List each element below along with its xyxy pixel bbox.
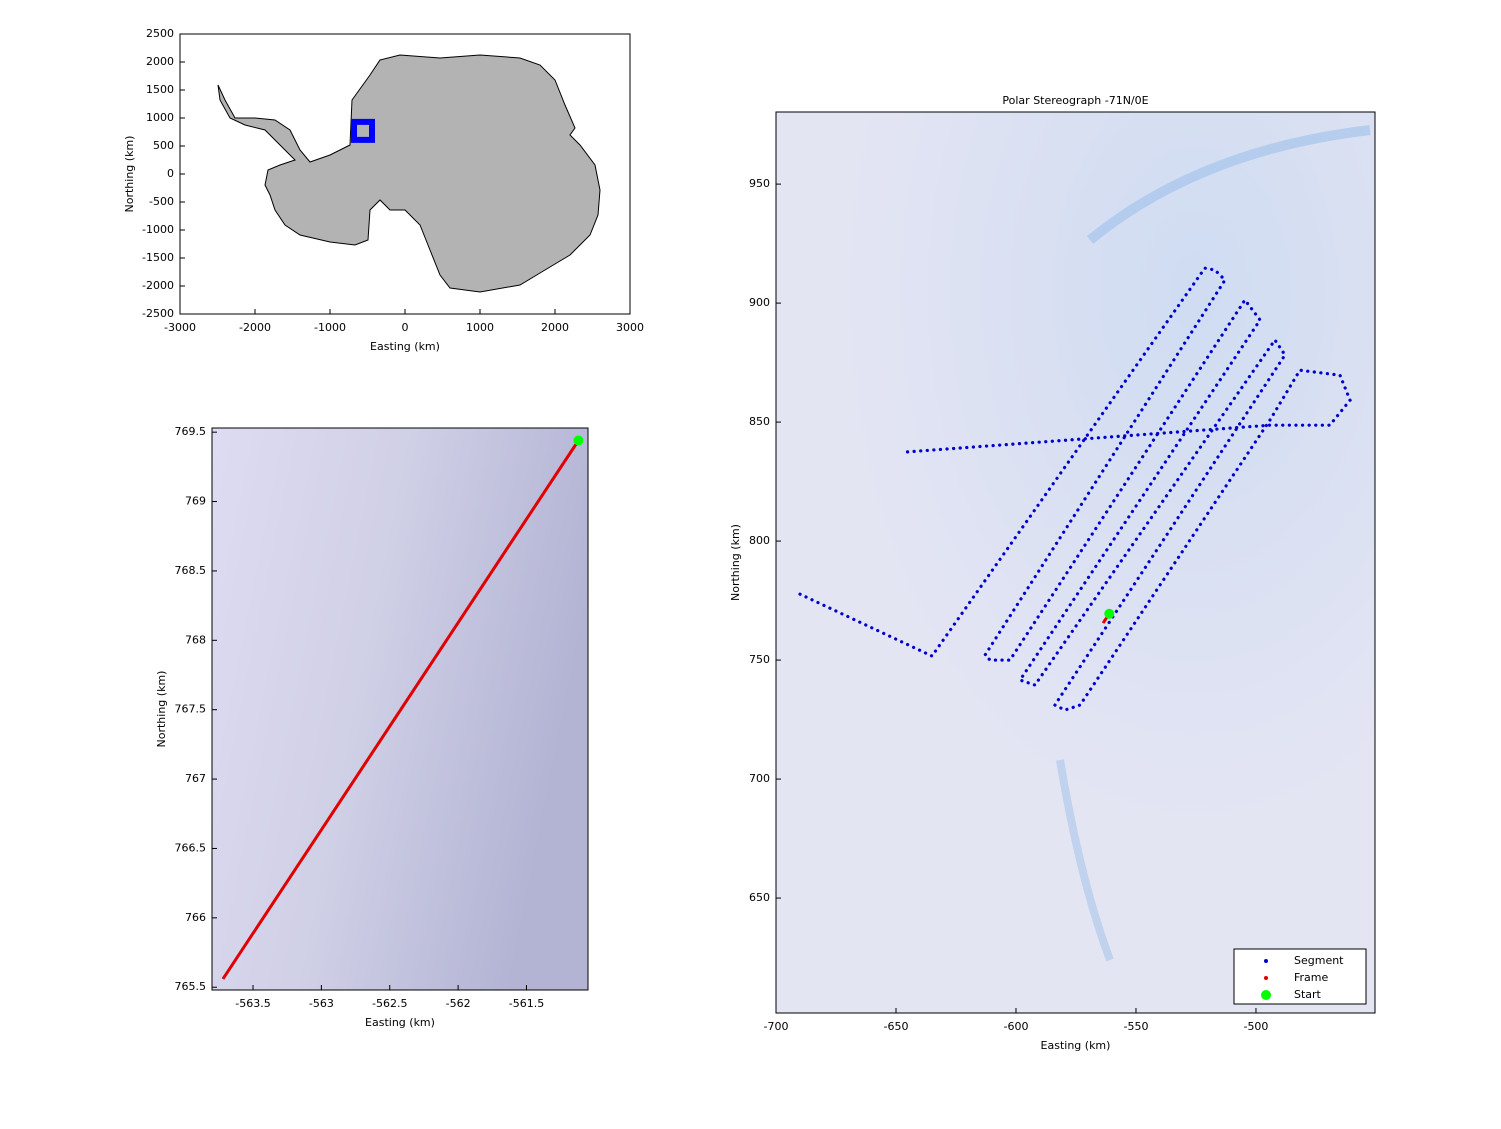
y-tick-label: -1500	[142, 251, 174, 264]
legend: Segment Frame Start	[1233, 948, 1367, 1005]
y-tick-label: 750	[749, 653, 770, 666]
y-tick-label: 2000	[146, 55, 174, 68]
ice-streak	[1056, 759, 1114, 962]
y-tick-label: 0	[167, 167, 174, 180]
y-tick-label: 800	[749, 534, 770, 547]
x-axis-label: Easting (km)	[365, 1016, 435, 1029]
y-axis-label: Northing (km)	[155, 671, 168, 748]
x-tick-label: 3000	[616, 321, 644, 334]
x-tick-label: -561.5	[509, 997, 544, 1010]
x-tick-label: -600	[1003, 1020, 1028, 1033]
segment-line	[221, 439, 580, 980]
x-tick-label: -563	[309, 997, 334, 1010]
y-tick-label: 769	[185, 495, 206, 508]
x-tick-label: -550	[1123, 1020, 1148, 1033]
y-tick-label: 768.5	[175, 564, 207, 577]
x-axis-label: Easting (km)	[1041, 1039, 1111, 1052]
x-tick-label: 1000	[466, 321, 494, 334]
y-tick-label: 850	[749, 415, 770, 428]
legend-label: Segment	[1294, 954, 1344, 967]
y-tick-label: 650	[749, 891, 770, 904]
location-marker	[351, 118, 375, 143]
y-tick-label: 766	[185, 911, 206, 924]
y-tick-label: -2000	[142, 279, 174, 292]
continent	[217, 54, 601, 293]
x-tick-label: -1000	[314, 321, 346, 334]
y-tick-label: 765.5	[175, 980, 207, 993]
y-tick-label: 900	[749, 296, 770, 309]
y-tick-label: 1500	[146, 83, 174, 96]
y-tick-label: -1000	[142, 223, 174, 236]
x-tick-label: -3000	[164, 321, 196, 334]
y-tick-label: -500	[149, 195, 174, 208]
x-tick-label: -562.5	[372, 997, 407, 1010]
y-tick-label: 769.5	[175, 425, 207, 438]
y-tick-label: 950	[749, 177, 770, 190]
y-tick-label: 767	[185, 772, 206, 785]
legend-box	[1233, 948, 1367, 1005]
x-axis-label: Easting (km)	[370, 340, 440, 353]
y-axis-label: Northing (km)	[123, 136, 136, 213]
track	[798, 266, 1352, 712]
start-marker	[1104, 608, 1115, 619]
y-tick-label: 1000	[146, 111, 174, 124]
start-marker	[573, 435, 584, 446]
x-tick-label: -700	[764, 1020, 789, 1033]
legend-symbol	[1264, 959, 1268, 963]
y-tick-label: -2500	[142, 307, 174, 320]
plots: -3000 -2000 -1000 0 1000 2000 3000 -2500 -2000 -1…	[123, 27, 1376, 1052]
chart-title: Polar Stereograph -71N/0E	[1002, 94, 1148, 107]
ice-streak	[1086, 125, 1371, 244]
legend-label: Start	[1294, 988, 1322, 1001]
x-tick-label: -650	[884, 1020, 909, 1033]
x-tick-label: 0	[402, 321, 409, 334]
legend-symbol	[1261, 990, 1271, 1000]
y-tick-label: 766.5	[175, 841, 207, 854]
axes-box	[775, 111, 1376, 1014]
y-tick-label: 700	[749, 772, 770, 785]
x-tick-label: -562	[446, 997, 471, 1010]
y-tick-label: 2500	[146, 27, 174, 40]
axes-box	[211, 427, 589, 991]
legend-label: Frame	[1294, 971, 1329, 984]
y-tick-label: 767.5	[175, 703, 207, 716]
x-tick-label: 2000	[541, 321, 569, 334]
x-tick-label: -500	[1243, 1020, 1268, 1033]
x-tick-label: -563.5	[235, 997, 270, 1010]
legend-symbol	[1264, 976, 1268, 980]
y-axis-label: Northing (km)	[729, 524, 742, 601]
y-tick-label: 768	[185, 633, 206, 646]
x-tick-label: -2000	[239, 321, 271, 334]
y-tick-label: 500	[153, 139, 174, 152]
